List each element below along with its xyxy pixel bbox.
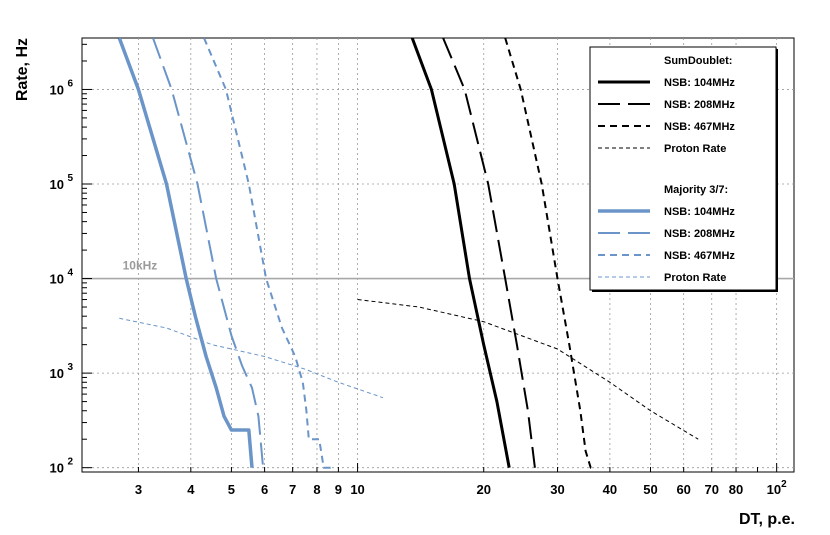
x-tick-label: 10 [350,482,364,497]
legend-box [589,46,777,291]
series-line-sumdoublet-nsb-104mhz [410,38,511,468]
legend-entry-label: Proton Rate [664,143,726,155]
y-axis-title: Rate, Hz [14,38,31,101]
y-tick-exponent: 6 [67,78,73,89]
legend-entry-label: NSB: 104MHz [664,77,735,89]
series-line-sumdoublet-proton-rate [357,299,699,440]
x-tick-label: 80 [729,482,743,497]
x-tick-label: 8 [313,482,320,497]
legend-entry-label: Proton Rate [664,272,726,284]
y-tick-exponent: 5 [67,173,73,184]
y-tick-label: 10 [50,366,64,381]
x-tick-label: 5 [228,482,235,497]
y-tick-label: 10 [50,461,64,476]
series-group [117,38,699,469]
series-line-majority-proton-rate [119,317,384,399]
y-tick-label: 10 [50,82,64,97]
x-axis-title: DT, p.e. [739,511,795,528]
legend-entry-label: NSB: 104MHz [664,206,735,218]
x-tick-label: 70 [705,482,719,497]
x-tick-label: 6 [261,482,268,497]
legend-group-title: SumDoublet: [664,55,732,67]
y-tick-label: 10 [50,177,64,192]
legend-entry-label: NSB: 467MHz [664,121,735,133]
legend-entry-label: NSB: 208MHz [664,99,735,111]
x-tick-label: 50 [643,482,657,497]
y-tick-exponent: 3 [67,362,73,373]
x-tick-label: 4 [187,482,195,497]
legend: SumDoublet: NSB: 104MHz NSB: 208MHz NSB: 46… [589,46,778,292]
legend-group-title: Majority 3/7: [664,184,728,196]
y-tick-exponent: 2 [67,457,73,468]
legend-entry-label: NSB: 467MHz [664,250,735,262]
series-line-majority-nsb-208mhz [152,38,265,468]
x-tick-label: 40 [603,482,617,497]
x-tick-label: 102 [767,479,787,497]
x-tick-label: 30 [550,482,564,497]
series-line-majority-nsb-104mhz [117,38,254,468]
legend-entry-label: NSB: 208MHz [664,228,735,240]
x-tick-label: 3 [135,482,142,497]
y-tick-exponent: 4 [67,268,73,279]
x-tick-label: 9 [335,482,342,497]
series-line-majority-nsb-467mhz [203,38,333,469]
reference-line-label: 10kHz [123,259,158,273]
x-tick-label: 20 [476,482,490,497]
x-tick-label: 7 [289,482,296,497]
series-line-sumdoublet-nsb-467mhz [504,38,596,469]
y-tick-label: 10 [50,272,64,287]
x-tick-label: 60 [676,482,690,497]
series-line-sumdoublet-nsb-208mhz [442,38,536,468]
